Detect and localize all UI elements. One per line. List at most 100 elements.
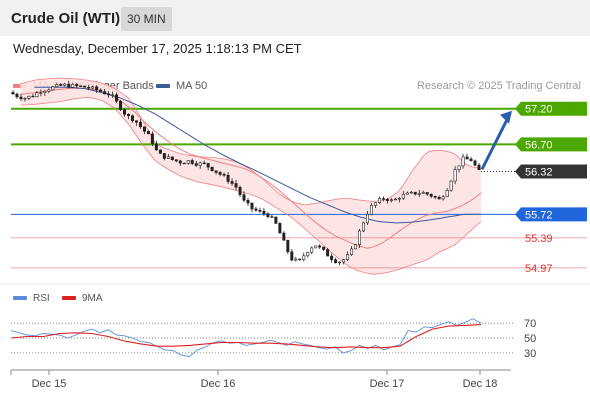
rsi-swatch bbox=[13, 296, 27, 301]
candle-body bbox=[99, 89, 103, 92]
candle-body bbox=[39, 92, 43, 94]
candle-body bbox=[437, 196, 441, 200]
price-levels: 57.20 56.70 56.32 55.72 55.39 54.97 bbox=[11, 101, 587, 275]
candle-body bbox=[206, 163, 210, 168]
candle-body bbox=[453, 169, 457, 182]
candle-body bbox=[393, 198, 397, 201]
candle-body bbox=[178, 160, 182, 164]
candle-body bbox=[226, 174, 230, 182]
candle-body bbox=[302, 255, 306, 260]
bollinger-swatch bbox=[13, 84, 27, 89]
candle-body bbox=[314, 245, 318, 249]
candle-body bbox=[401, 193, 405, 199]
candle-body bbox=[111, 94, 115, 96]
ma50-swatch bbox=[156, 84, 170, 89]
candle-body bbox=[306, 251, 310, 257]
candle-body bbox=[449, 180, 453, 191]
candle-body bbox=[238, 186, 242, 195]
candle-body bbox=[158, 149, 162, 154]
candle-body bbox=[55, 84, 59, 88]
candle-body bbox=[322, 246, 326, 250]
candle-body bbox=[334, 259, 338, 263]
level-label-55-39: 55.39 bbox=[525, 233, 553, 245]
candle-body bbox=[162, 153, 166, 159]
candle-body bbox=[222, 174, 226, 176]
candle-body bbox=[270, 216, 274, 218]
candle-body bbox=[11, 91, 15, 95]
instrument-title: Crude Oil (WTI) bbox=[11, 10, 121, 27]
rsi-panel: 70 50 30 bbox=[0, 283, 590, 360]
candle-body bbox=[95, 86, 99, 91]
timeframe-badge[interactable]: 30 MIN bbox=[121, 7, 172, 31]
candle-body bbox=[15, 93, 19, 98]
candle-body bbox=[19, 96, 23, 100]
candle-body bbox=[71, 84, 75, 88]
candle-body bbox=[214, 170, 218, 173]
rsi-tick-label: 30 bbox=[524, 348, 536, 360]
candle-body bbox=[150, 133, 154, 145]
candle-body bbox=[350, 248, 354, 255]
candle-body bbox=[174, 159, 178, 162]
x-axis: Dec 15 Dec 16 Dec 17 Dec 18 bbox=[10, 369, 511, 390]
candle-body bbox=[107, 93, 111, 96]
candle-body bbox=[47, 89, 51, 92]
candle-body bbox=[262, 210, 266, 214]
candle-body bbox=[354, 244, 358, 250]
bollinger-band-fill bbox=[20, 78, 482, 275]
candle-body bbox=[326, 249, 330, 257]
candle-body bbox=[250, 202, 254, 210]
candle-body bbox=[369, 205, 373, 215]
candle-body bbox=[361, 222, 365, 232]
candle-body bbox=[290, 251, 294, 261]
candle-body bbox=[278, 223, 282, 234]
credit-label: Research © 2025 Trading Central bbox=[416, 80, 581, 92]
level-label-54-97: 54.97 bbox=[525, 263, 553, 275]
rsi-tick-label: 70 bbox=[524, 318, 536, 330]
candle-body bbox=[286, 239, 290, 253]
candle-body bbox=[409, 191, 413, 194]
x-tick-label: Dec 17 bbox=[370, 378, 405, 390]
legend-rsi-ma: 9MA bbox=[62, 293, 103, 304]
rsi-ma-swatch bbox=[62, 296, 76, 301]
candle-body bbox=[338, 261, 342, 264]
ma50-legend-label: MA 50 bbox=[176, 80, 208, 92]
candle-body bbox=[461, 156, 465, 167]
candle-body bbox=[146, 130, 150, 135]
forecast-arrow bbox=[480, 110, 512, 171]
level-label-57-20: 57.20 bbox=[525, 104, 553, 116]
level-tag-55-72 bbox=[515, 207, 587, 222]
candle-body bbox=[445, 189, 449, 198]
candle-body bbox=[35, 92, 39, 98]
candle-body bbox=[218, 172, 222, 175]
x-tick-label: Dec 18 bbox=[463, 378, 498, 390]
candle-body bbox=[469, 158, 473, 162]
level-tag-56-70 bbox=[515, 137, 587, 152]
legend-rsi: RSI bbox=[13, 293, 50, 304]
rsi-tick-label: 50 bbox=[524, 333, 536, 345]
candle-body bbox=[417, 193, 421, 195]
candle-body bbox=[166, 156, 170, 159]
candle-body bbox=[103, 91, 107, 95]
bollinger-lower-line bbox=[20, 96, 482, 275]
rsi-ma-line bbox=[10, 324, 482, 349]
candle-body bbox=[234, 183, 238, 188]
x-tick-label: Dec 15 bbox=[32, 378, 67, 390]
chart-header: Crude Oil (WTI) 30 MIN bbox=[0, 0, 590, 36]
candle-body bbox=[63, 83, 67, 86]
candle-body bbox=[182, 162, 186, 165]
candle-body bbox=[138, 121, 142, 128]
candle-body bbox=[294, 258, 298, 261]
candle-body bbox=[23, 98, 27, 100]
candle-body bbox=[59, 84, 63, 86]
candle-body bbox=[385, 199, 389, 201]
candle-body bbox=[87, 86, 91, 89]
candle-body bbox=[330, 255, 334, 260]
candle-body bbox=[433, 196, 437, 198]
candle-body bbox=[43, 90, 47, 93]
candle-body bbox=[282, 232, 286, 241]
candle-body bbox=[230, 181, 234, 184]
candle-body bbox=[397, 197, 401, 200]
candle-body bbox=[310, 247, 314, 253]
candle-body bbox=[134, 120, 138, 123]
candle-body bbox=[79, 85, 83, 87]
